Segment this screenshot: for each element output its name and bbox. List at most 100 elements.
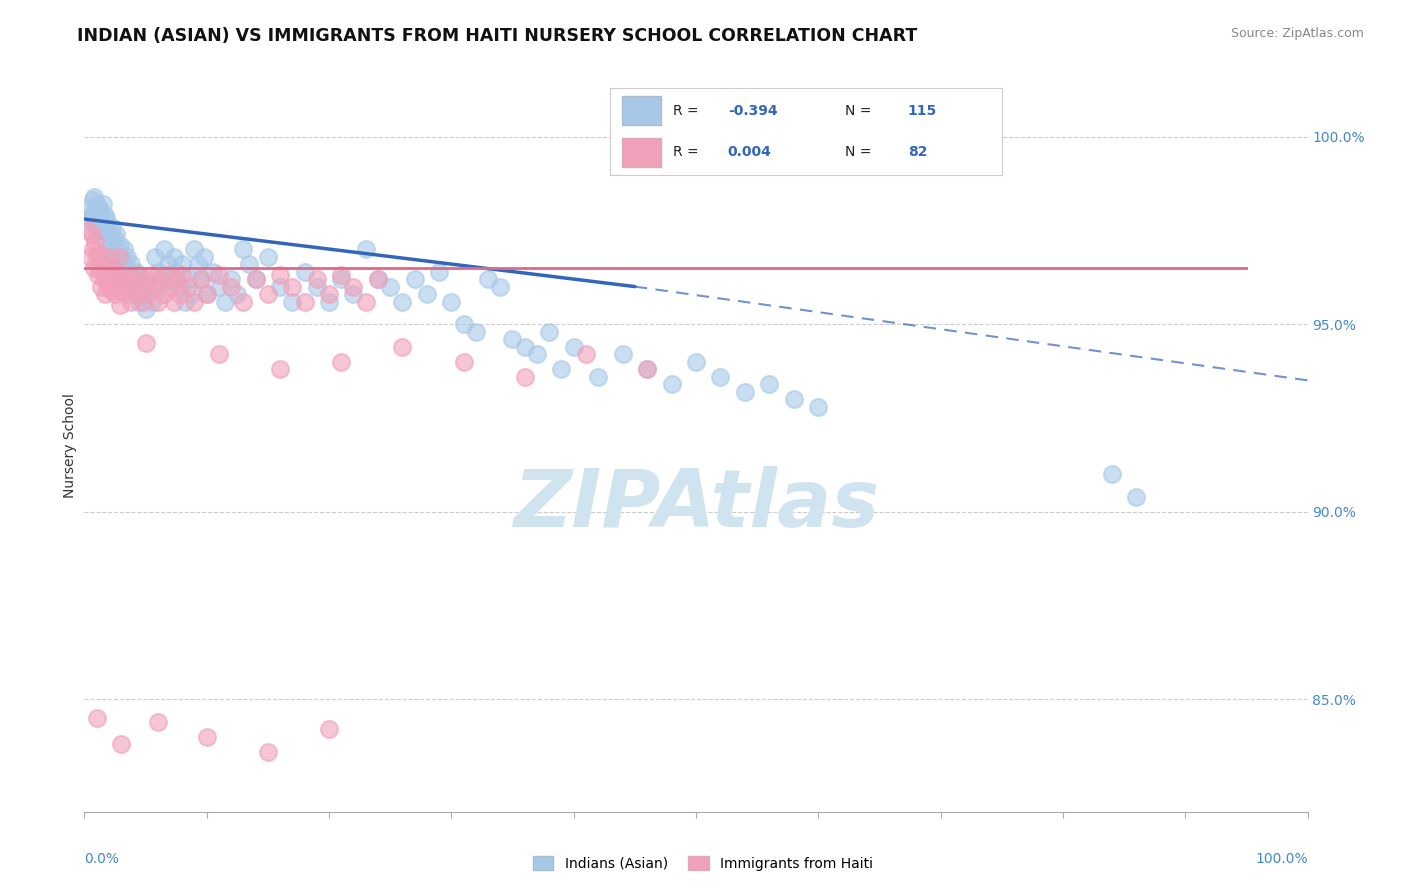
Point <box>97 245 120 260</box>
Point <box>97 250 120 264</box>
Point <box>112 287 135 301</box>
Legend: Indians (Asian), Immigrants from Haiti: Indians (Asian), Immigrants from Haiti <box>527 850 879 876</box>
Point <box>294 294 316 309</box>
Point <box>115 268 138 283</box>
Text: INDIAN (ASIAN) VS IMMIGRANTS FROM HAITI NURSERY SCHOOL CORRELATION CHART: INDIAN (ASIAN) VS IMMIGRANTS FROM HAITI … <box>77 27 918 45</box>
Point <box>367 272 389 286</box>
Point <box>156 268 179 283</box>
Point <box>305 279 328 293</box>
Point <box>125 287 148 301</box>
Point <box>96 212 118 227</box>
Point <box>110 272 132 286</box>
Point <box>538 325 561 339</box>
Point <box>105 268 128 283</box>
Point <box>82 242 104 256</box>
Point <box>807 400 830 414</box>
Text: 100.0%: 100.0% <box>1256 852 1308 866</box>
Point <box>165 264 187 278</box>
Point <box>391 294 413 309</box>
Point <box>149 272 172 286</box>
Point <box>146 264 169 278</box>
Text: ZIPAtlas: ZIPAtlas <box>513 466 879 543</box>
Point <box>105 279 128 293</box>
Point <box>526 347 548 361</box>
Point <box>232 242 254 256</box>
Y-axis label: Nursery School: Nursery School <box>63 393 77 499</box>
Point <box>758 377 780 392</box>
Point <box>153 287 176 301</box>
Point <box>427 264 450 278</box>
Point <box>135 335 157 350</box>
Point <box>342 279 364 293</box>
Point <box>80 227 103 241</box>
Point <box>110 737 132 751</box>
Point <box>91 216 114 230</box>
Point <box>87 219 110 234</box>
Point <box>90 208 112 222</box>
Point <box>238 257 260 271</box>
Point <box>208 268 231 283</box>
Point <box>636 362 658 376</box>
Point <box>440 294 463 309</box>
Point <box>89 223 111 237</box>
Point <box>1101 467 1123 482</box>
Point <box>90 279 112 293</box>
Point <box>120 294 142 309</box>
Point <box>94 287 117 301</box>
Point <box>709 369 731 384</box>
Point <box>111 260 134 275</box>
Point <box>416 287 439 301</box>
Point <box>105 242 128 256</box>
Point <box>269 268 291 283</box>
Point <box>87 268 110 283</box>
Point <box>141 294 163 309</box>
Point <box>87 245 110 260</box>
Point <box>125 264 148 278</box>
Point <box>453 354 475 368</box>
Point <box>226 287 249 301</box>
Point <box>477 272 499 286</box>
Point <box>294 264 316 278</box>
Point <box>464 325 486 339</box>
Point <box>318 294 340 309</box>
Point <box>135 272 157 286</box>
Point <box>94 208 117 222</box>
Point <box>86 197 108 211</box>
Point <box>219 279 242 293</box>
Point <box>84 235 107 249</box>
Point <box>354 242 377 256</box>
Point <box>562 340 585 354</box>
Point <box>177 279 200 293</box>
Point <box>177 272 200 286</box>
Point <box>685 354 707 368</box>
Point <box>208 279 231 293</box>
Point <box>367 272 389 286</box>
Point <box>87 212 110 227</box>
Point <box>107 250 129 264</box>
Point <box>79 250 101 264</box>
Point <box>1125 490 1147 504</box>
Point <box>83 189 105 203</box>
Point <box>513 369 536 384</box>
Point <box>83 260 105 275</box>
Point <box>108 298 131 312</box>
Point <box>93 223 115 237</box>
Point <box>257 250 280 264</box>
Point <box>257 745 280 759</box>
Point <box>82 194 104 208</box>
Point <box>143 250 166 264</box>
Point <box>159 272 181 286</box>
Point <box>97 279 120 293</box>
Point <box>190 272 212 286</box>
Point <box>91 197 114 211</box>
Point <box>122 272 145 286</box>
Point <box>80 208 103 222</box>
Point <box>169 279 191 293</box>
Point <box>502 332 524 346</box>
Point <box>172 268 194 283</box>
Point <box>132 287 155 301</box>
Point <box>136 279 159 293</box>
Point <box>330 268 353 283</box>
Point <box>391 340 413 354</box>
Point <box>159 279 181 293</box>
